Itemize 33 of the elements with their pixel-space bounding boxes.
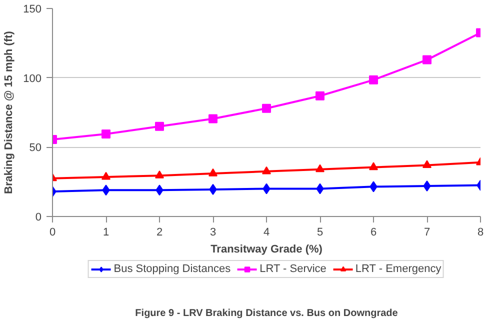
y-axis-title: Braking Distance @ 15 mph (ft) xyxy=(3,30,16,194)
y-tick-label: 0 xyxy=(35,212,42,224)
point xyxy=(102,172,110,180)
point xyxy=(262,166,271,174)
y-tick-label: 50 xyxy=(29,142,42,154)
point xyxy=(262,104,271,113)
caption: Figure 9 - LRV Braking Distance vs. Bus on Downgrade xyxy=(135,308,398,320)
point xyxy=(208,168,218,176)
x-tick-label: 2 xyxy=(156,226,163,238)
x-tick-label: 6 xyxy=(370,226,377,238)
point xyxy=(369,75,378,84)
y-tick-label: 100 xyxy=(23,72,42,85)
point xyxy=(316,164,324,172)
x-tick-label: 1 xyxy=(102,226,110,238)
legend-label: Bus Stopping Distances xyxy=(114,263,231,275)
legend-label: LRT - Service xyxy=(260,263,326,275)
x-tick-label: 3 xyxy=(210,226,216,238)
y-tick-label: 150 xyxy=(23,4,42,16)
x-tick-label: 7 xyxy=(424,226,430,238)
point xyxy=(208,114,218,124)
x-axis-title: Transitway Grade (%) xyxy=(210,244,323,256)
x-tick-label: 5 xyxy=(316,226,324,238)
legend-label: LRT - Emergency xyxy=(355,263,442,275)
point xyxy=(102,129,110,138)
x-tick-label: 8 xyxy=(477,226,484,238)
x-tick-label: 4 xyxy=(263,226,270,238)
point xyxy=(155,170,164,178)
point xyxy=(422,55,432,64)
point xyxy=(369,162,378,170)
point xyxy=(422,160,432,168)
point xyxy=(316,91,324,100)
point xyxy=(155,122,164,131)
x-tick-label: 0 xyxy=(49,226,56,238)
